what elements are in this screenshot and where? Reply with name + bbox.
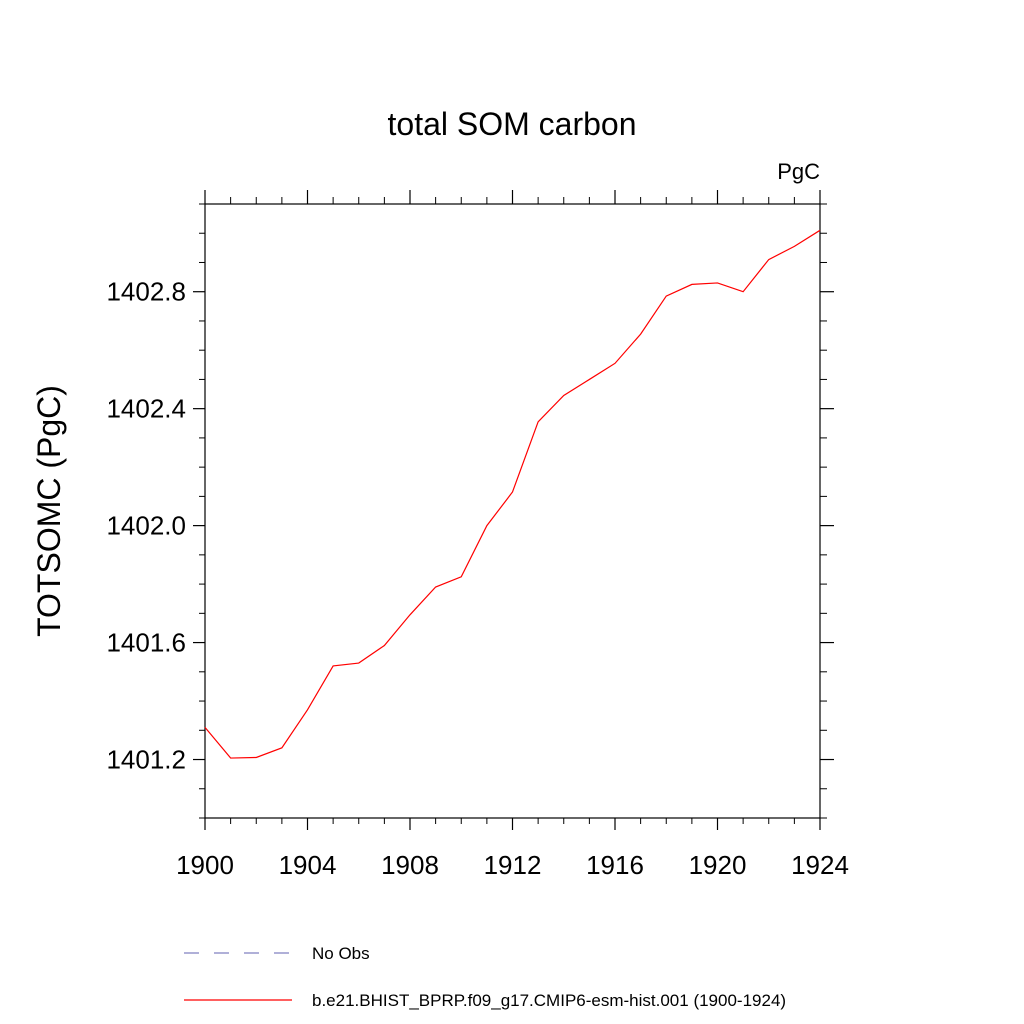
unit-label: PgC [777,159,820,184]
legend-label: b.e21.BHIST_BPRP.f09_g17.CMIP6-esm-hist.… [312,991,786,1010]
x-tick-label: 1904 [279,850,337,880]
x-tick-label: 1912 [484,850,542,880]
y-tick-label: 1401.6 [106,628,186,658]
x-tick-label: 1924 [791,850,849,880]
axis-ticks: 1900 1904 1908 1912 1916 1920 1924 1401.2 1401.6… [106,190,849,880]
chart-title: total SOM carbon [388,106,637,142]
y-tick-label: 1402.8 [106,277,186,307]
y-tick-label: 1402.0 [106,511,186,541]
legend: No Obs b.e21.BHIST_BPRP.f09_g17.CMIP6-esm… [184,944,786,1010]
x-tick-label: 1900 [176,850,234,880]
x-tick-label: 1916 [586,850,644,880]
x-tick-label: 1908 [381,850,439,880]
y-tick-label: 1402.4 [106,394,186,424]
y-tick-label: 1401.2 [106,745,186,775]
y-axis-label: TOTSOMC (PgC) [31,385,67,637]
legend-label: No Obs [312,944,370,963]
series-line [204,229,821,759]
series-layer [204,229,821,759]
x-tick-label: 1920 [689,850,747,880]
